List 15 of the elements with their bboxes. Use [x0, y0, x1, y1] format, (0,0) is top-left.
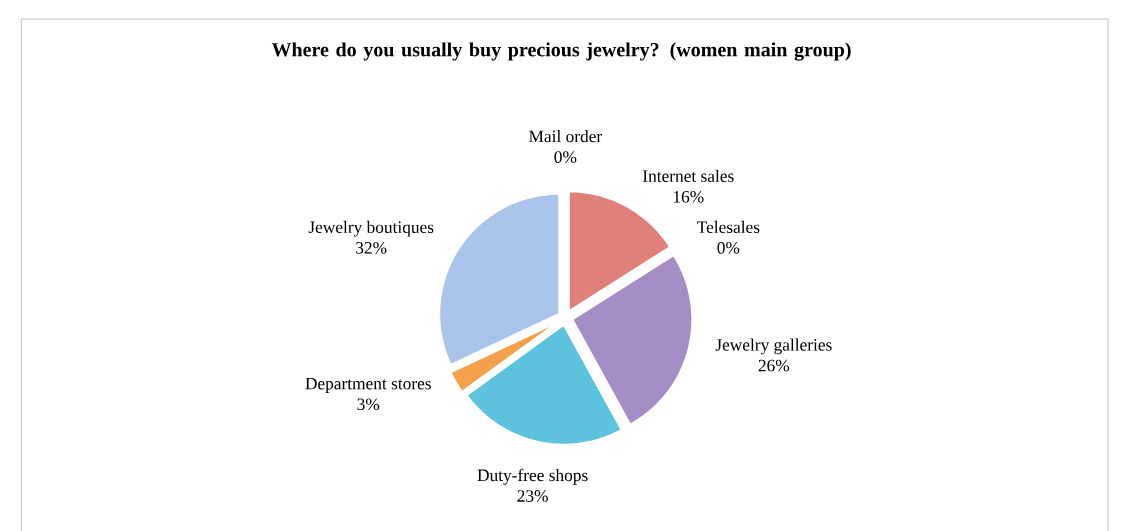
- data-label: 16%: [673, 190, 704, 203]
- slice-label: Department stores: [305, 377, 431, 393]
- slice-label: Duty-free shops: [477, 468, 588, 485]
- text: 0%: [717, 241, 740, 254]
- slice-label: Jewelry galleries: [715, 338, 832, 355]
- category-label: Mail order: [529, 129, 603, 143]
- slice-label: Jewelry boutiques: [308, 220, 434, 237]
- slice-label: Internet sales: [642, 169, 734, 182]
- data-label: 32%: [356, 241, 387, 254]
- category-label: Telesales: [697, 220, 760, 233]
- data-label: 3%: [357, 398, 380, 410]
- data-label: 23%: [517, 489, 548, 502]
- data-label: 26%: [758, 359, 790, 372]
- text: 0%: [554, 151, 577, 163]
- chart-title: Where do you usually buy precious jewelry? (women main group): [271, 42, 851, 61]
